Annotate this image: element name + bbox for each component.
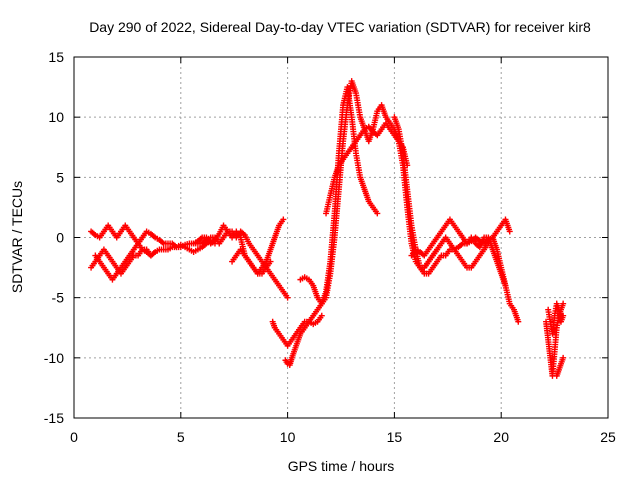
data-point <box>374 210 381 217</box>
x-axis-ticks: 0 5 10 15 20 25 <box>70 57 616 445</box>
data-point <box>280 216 287 223</box>
series-arc-1 <box>88 228 291 301</box>
series-arc-16 <box>553 354 567 379</box>
series-arc-2 <box>88 222 154 259</box>
y-tick-label: -10 <box>44 350 64 366</box>
series-arc-3 <box>92 228 218 283</box>
data-point <box>284 294 291 301</box>
series-arc-5 <box>229 246 274 277</box>
x-tick-label: 0 <box>70 429 78 445</box>
data-points <box>88 78 567 379</box>
data-point <box>318 312 325 319</box>
data-point <box>506 228 513 235</box>
y-tick-label: 0 <box>56 230 64 246</box>
series-arc-8 <box>297 78 441 307</box>
series-arc-10 <box>391 114 509 289</box>
data-point <box>560 312 567 319</box>
x-tick-label: 5 <box>177 429 185 445</box>
data-point <box>147 252 154 259</box>
y-tick-label: 5 <box>56 169 64 185</box>
y-tick-label: -5 <box>52 290 65 306</box>
y-tick-label: 10 <box>48 109 64 125</box>
data-point <box>560 300 567 307</box>
series-arc-15 <box>545 300 567 337</box>
series-arc-12 <box>421 234 492 271</box>
data-point <box>485 240 492 247</box>
x-tick-label: 25 <box>600 429 616 445</box>
y-tick-label: -15 <box>44 410 64 426</box>
y-axis-label: SDTVAR / TECUs <box>9 181 25 293</box>
data-point <box>560 354 567 361</box>
series-arc-11 <box>408 216 513 259</box>
series-arc-13 <box>489 234 522 325</box>
y-axis-ticks: -15 -10 -5 0 5 10 15 <box>44 49 608 426</box>
x-axis-label: GPS time / hours <box>288 458 395 474</box>
x-tick-label: 15 <box>387 429 403 445</box>
x-tick-label: 20 <box>493 429 509 445</box>
y-tick-label: 15 <box>48 49 64 65</box>
x-tick-label: 10 <box>280 429 296 445</box>
chart-title: Day 290 of 2022, Sidereal Day-to-day VTE… <box>89 19 591 35</box>
data-point <box>267 258 274 265</box>
data-point <box>515 318 522 325</box>
